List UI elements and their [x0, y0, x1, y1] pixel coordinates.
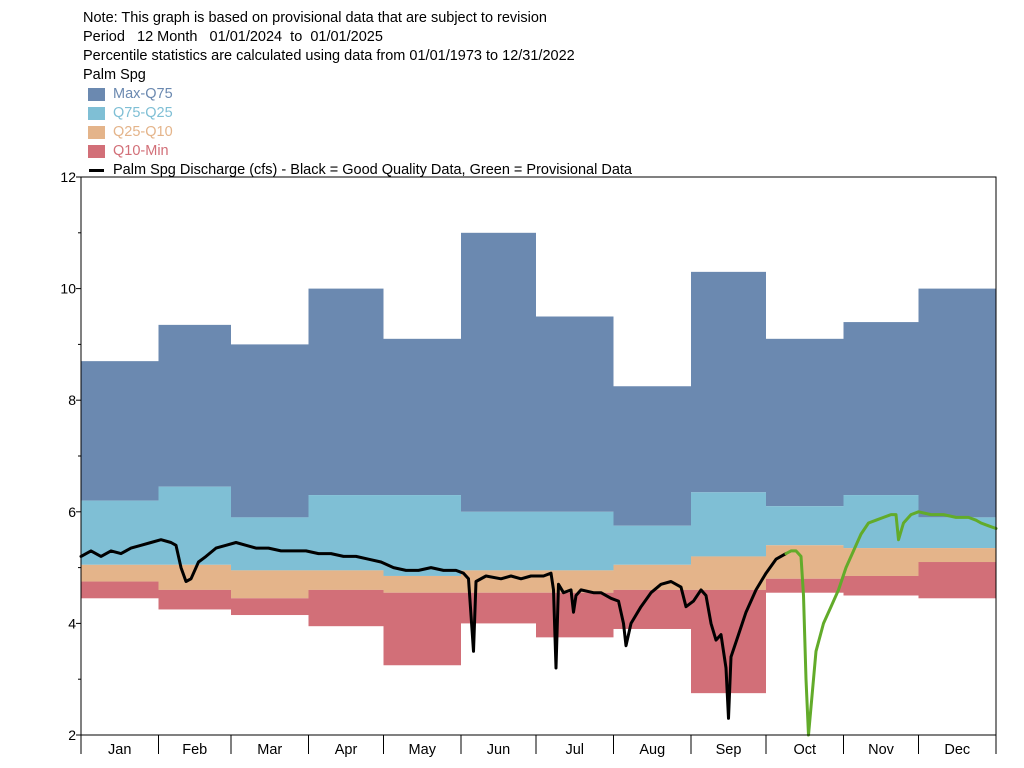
band-q75-q25-jan	[81, 500, 159, 565]
x-tick-label: Oct	[793, 742, 816, 758]
discharge-good-line	[79, 538, 788, 720]
y-tick-label: 6	[68, 504, 76, 520]
legend-item-max-q75: Max-Q75	[88, 85, 632, 104]
x-tick-label: Nov	[868, 742, 895, 758]
band-max-q75-jan	[81, 361, 159, 501]
y-tick-label: 12	[60, 169, 76, 185]
legend-item-q75-q25: Q75-Q25	[88, 104, 632, 123]
band-max-q75-nov	[843, 322, 919, 496]
legend-item-q10-min: Q10-Min	[88, 142, 632, 161]
band-q25-q10-dec	[918, 548, 996, 563]
band-q25-q10-jan	[81, 564, 159, 582]
legend-item-discharge: Palm Spg Discharge (cfs) - Black = Good …	[88, 161, 632, 180]
band-q25-q10-mar	[231, 570, 309, 599]
x-tick-label: Jun	[487, 742, 510, 758]
band-q75-q25-feb	[158, 486, 231, 565]
band-q75-q25-jul	[536, 511, 614, 571]
station-name: Palm Spg	[83, 67, 146, 83]
band-max-q75-oct	[766, 338, 844, 507]
legend-label-q25-q10: Q25-Q10	[113, 124, 173, 140]
band-q10-min-dec	[918, 562, 996, 599]
band-q10-min-aug	[613, 589, 691, 629]
band-q10-min-may	[383, 592, 461, 666]
band-q25-q10-jun	[461, 570, 536, 593]
band-max-q75-jun	[461, 232, 536, 512]
x-tick-label: Sep	[716, 742, 742, 758]
band-max-q75-aug	[613, 386, 691, 526]
chart-header: Note: This graph is based on provisional…	[83, 9, 575, 85]
band-q25-q10-nov	[843, 548, 919, 576]
band-max-q75-dec	[918, 288, 996, 518]
percentile-note: Percentile statistics are calculated usi…	[83, 48, 575, 64]
legend-label-q10-min: Q10-Min	[113, 143, 169, 159]
legend-swatch-q25-q10	[88, 126, 105, 139]
x-tick-label: Jul	[565, 742, 584, 758]
legend: Max-Q75 Q75-Q25 Q25-Q10 Q10-Min Palm Spg…	[88, 85, 632, 180]
band-q10-min-feb	[158, 589, 231, 610]
band-q25-q10-may	[383, 575, 461, 593]
legend-swatch-discharge	[89, 169, 104, 172]
x-tick-label: Aug	[639, 742, 665, 758]
band-max-q75-feb	[158, 324, 231, 487]
x-tick-label: Feb	[182, 742, 207, 758]
band-q25-q10-sep	[691, 556, 766, 590]
y-tick-label: 2	[68, 727, 76, 743]
discharge-provisional-line	[784, 510, 998, 737]
legend-swatch-max-q75	[88, 88, 105, 101]
band-q10-min-apr	[308, 589, 384, 627]
legend-label-max-q75: Max-Q75	[113, 86, 173, 102]
band-max-q75-apr	[308, 288, 384, 496]
band-q75-q25-jun	[461, 511, 536, 571]
period-text: Period 12 Month 01/01/2024 to 01/01/2025	[83, 29, 383, 45]
band-q75-q25-nov	[843, 495, 919, 549]
legend-label-discharge: Palm Spg Discharge (cfs) - Black = Good …	[113, 162, 632, 178]
band-max-q75-sep	[691, 271, 766, 493]
band-q75-q25-oct	[766, 506, 844, 546]
band-q75-q25-aug	[613, 525, 691, 565]
y-tick-label: 8	[68, 392, 76, 408]
x-tick-label: Apr	[335, 742, 358, 758]
band-q75-q25-sep	[691, 492, 766, 557]
legend-item-q25-q10: Q25-Q10	[88, 123, 632, 142]
x-tick-label: Jan	[108, 742, 131, 758]
legend-swatch-q10-min	[88, 145, 105, 158]
y-tick-label: 4	[68, 615, 76, 631]
legend-label-q75-q25: Q75-Q25	[113, 105, 173, 121]
band-q10-min-oct	[766, 578, 844, 593]
band-q10-min-nov	[843, 575, 919, 596]
x-tick-label: May	[409, 742, 437, 758]
band-max-q75-jul	[536, 316, 614, 512]
x-tick-label: Dec	[944, 742, 970, 758]
legend-swatch-q75-q25	[88, 107, 105, 120]
band-q10-min-sep	[691, 589, 766, 694]
x-tick-label: Mar	[257, 742, 282, 758]
y-tick-label: 10	[60, 281, 76, 297]
provisional-note: Note: This graph is based on provisional…	[83, 10, 547, 26]
band-q10-min-jan	[81, 581, 159, 599]
band-max-q75-may	[383, 338, 461, 496]
band-q75-q25-dec	[918, 517, 996, 549]
band-max-q75-mar	[231, 344, 309, 518]
band-q25-q10-oct	[766, 545, 844, 579]
band-q25-q10-apr	[308, 570, 384, 590]
band-q10-min-mar	[231, 598, 309, 616]
band-q75-q25-may	[383, 495, 461, 576]
band-q25-q10-jul	[536, 570, 614, 593]
